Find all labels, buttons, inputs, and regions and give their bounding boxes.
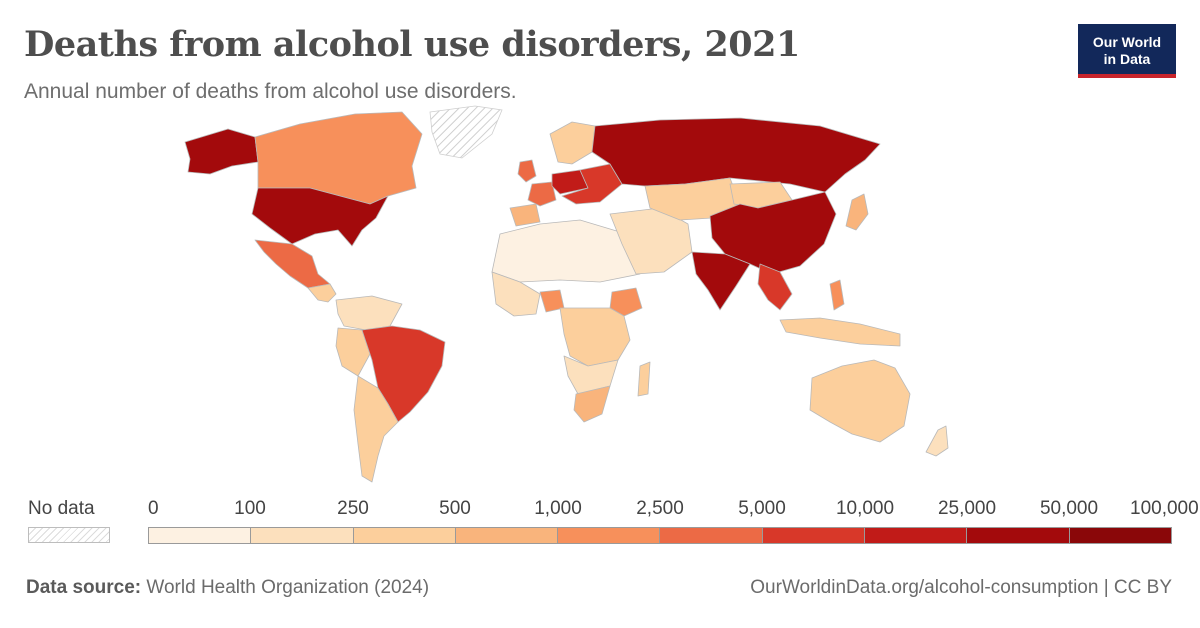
legend-bin-4[interactable]	[558, 528, 661, 543]
region-alaska[interactable]	[184, 128, 259, 175]
data-source-text: World Health Organization (2024)	[146, 577, 430, 598]
legend-tick-0: 0	[148, 498, 159, 519]
legend-bin-2[interactable]	[353, 528, 456, 543]
region-southeast-asia[interactable]	[757, 263, 793, 311]
legend-bin-6[interactable]	[762, 528, 866, 543]
legend-tick-500: 500	[439, 498, 471, 519]
region-france[interactable]	[527, 181, 557, 207]
chart-subtitle: Annual number of deaths from alcohol use…	[24, 80, 517, 103]
region-central-east-africa[interactable]	[559, 307, 631, 367]
legend-tick-100: 100	[234, 498, 266, 519]
region-ethiopia[interactable]	[609, 287, 643, 317]
legend-tick-25000: 25,000	[937, 498, 997, 519]
region-scandinavia[interactable]	[549, 121, 596, 165]
legend-tick-5000: 5,000	[738, 498, 786, 519]
world-map	[184, 105, 949, 483]
region-united-states[interactable]	[251, 187, 389, 247]
legend-tick-2500: 2,500	[636, 498, 684, 519]
logo-line-1: Our World	[1092, 34, 1162, 50]
region-philippines[interactable]	[829, 279, 845, 311]
legend-bin-9[interactable]	[1069, 528, 1171, 543]
legend-bin-0[interactable]	[149, 528, 252, 543]
legend-tick-250: 250	[337, 498, 369, 519]
data-source-label: Data source:	[26, 577, 142, 598]
region-greenland[interactable]	[429, 105, 503, 159]
legend-tick-100000: 100,000	[1130, 498, 1199, 519]
region-mexico[interactable]	[254, 239, 331, 289]
region-madagascar[interactable]	[637, 361, 651, 397]
legend-tick-10000: 10,000	[835, 498, 895, 519]
legend-no-data-swatch[interactable]	[28, 527, 110, 543]
region-india[interactable]	[691, 251, 751, 311]
region-colombia-venezuela[interactable]	[335, 295, 403, 331]
region-russia[interactable]	[591, 117, 881, 193]
legend-bin-1[interactable]	[251, 528, 354, 543]
region-argentina-chile[interactable]	[353, 375, 399, 483]
legend-color-scale	[148, 527, 1172, 544]
region-japan[interactable]	[845, 193, 869, 231]
chart-title: Deaths from alcohol use disorders, 2021	[24, 24, 800, 65]
region-brazil[interactable]	[361, 325, 446, 423]
region-united-kingdom[interactable]	[517, 159, 537, 183]
region-new-zealand[interactable]	[925, 425, 949, 457]
region-central-america[interactable]	[307, 283, 337, 303]
region-iberia[interactable]	[509, 203, 541, 227]
legend-bin-7[interactable]	[865, 528, 968, 543]
logo-line-2: in Data	[1103, 51, 1151, 67]
legend-bin-5[interactable]	[660, 528, 763, 543]
region-australia[interactable]	[809, 359, 911, 443]
legend-no-data-label: No data	[28, 498, 95, 519]
region-germany-poland[interactable]	[551, 169, 589, 195]
legend-tick-1000: 1,000	[534, 498, 582, 519]
region-indonesia[interactable]	[779, 317, 901, 347]
owid-logo[interactable]: Our World in Data	[1078, 24, 1176, 78]
legend-bin-3[interactable]	[455, 528, 559, 543]
data-source: Data source: World Health Organization (…	[26, 577, 429, 599]
source-link[interactable]: OurWorldinData.org/alcohol-consumption |…	[750, 577, 1172, 598]
region-south-africa[interactable]	[573, 385, 611, 423]
region-west-africa[interactable]	[491, 271, 541, 317]
legend-bin-8[interactable]	[967, 528, 1070, 543]
legend-tick-50000: 50,000	[1039, 498, 1099, 519]
